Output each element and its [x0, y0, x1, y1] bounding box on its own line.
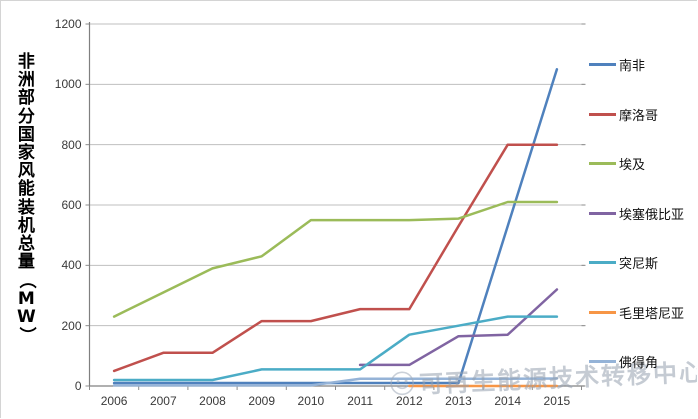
y-axis-title-char: 非	[17, 52, 35, 72]
y-axis-title-char: 装	[17, 197, 35, 218]
series-line-1	[112, 143, 559, 373]
legend-item-3: 埃塞俄比亚	[589, 204, 684, 223]
legend-label-0: 南非	[619, 59, 646, 74]
legend-item-0: 南非	[589, 55, 684, 74]
legend-line-sample-1	[589, 112, 616, 116]
y-tick-label-1200: 1200	[54, 17, 82, 31]
legend-item-1: 摩洛哥	[589, 105, 684, 124]
legend-item-6: 佛得角	[589, 352, 684, 371]
x-tick-label-2011: 2011	[347, 394, 373, 408]
legend-label-6: 佛得角	[619, 356, 659, 371]
x-tick-label-2012: 2012	[395, 394, 423, 408]
legend-item-2: 埃及	[589, 154, 684, 173]
y-axis-title-char: 机	[17, 215, 35, 236]
y-axis-title-char: 风	[17, 161, 35, 182]
legend-label-5: 毛里塔尼亚	[619, 306, 685, 322]
y-tick-label-800: 800	[61, 137, 82, 152]
y-axis-title-char: 家	[17, 143, 35, 164]
legend: 南非摩洛哥埃及埃塞俄比亚突尼斯毛里塔尼亚佛得角	[589, 55, 684, 371]
y-tick-label-0: 0	[74, 379, 82, 393]
y-axis-title-char: 总	[17, 234, 35, 255]
x-tick-label-2008: 2008	[199, 394, 226, 408]
legend-line-sample-0	[589, 63, 616, 66]
y-axis-title: 非洲部分国家风能装机总量（M W）	[16, 52, 36, 344]
y-axis-title-char: 量	[17, 252, 35, 273]
legend-line-sample-3	[589, 211, 616, 215]
y-axis-title-char: 能	[17, 179, 35, 200]
legend-line-sample-5	[589, 310, 616, 314]
series-line-6	[112, 377, 559, 387]
series-line-2	[112, 200, 559, 318]
y-axis-title-char: 部	[17, 88, 35, 109]
y-axis-title-char: W	[17, 306, 36, 327]
legend-label-4: 突尼斯	[619, 257, 659, 272]
x-tick-label-2009: 2009	[248, 394, 276, 408]
legend-item-5: 毛里塔尼亚	[589, 303, 684, 322]
legend-line-sample-2	[589, 162, 616, 165]
legend-item-4: 突尼斯	[589, 253, 684, 272]
x-tick-label-2013: 2013	[445, 394, 472, 408]
legend-line-sample-4	[589, 261, 616, 264]
legend-line-sample-6	[589, 360, 616, 363]
y-tick-label-1000: 1000	[54, 77, 82, 92]
y-axis-title-char: 分	[17, 106, 35, 127]
y-axis-title-char: M	[17, 288, 35, 309]
legend-label-1: 摩洛哥	[619, 108, 659, 124]
y-axis-title-char: 洲	[17, 70, 35, 91]
x-tick-label-2014: 2014	[494, 394, 522, 408]
x-tick-label-2006: 2006	[100, 394, 128, 408]
y-tick-label-200: 200	[61, 318, 82, 333]
legend-label-3: 埃塞俄比亚	[619, 207, 685, 223]
x-tick-label-2015: 2015	[543, 394, 571, 408]
series-line-3	[358, 288, 559, 367]
y-tick-label-400: 400	[61, 258, 82, 273]
y-axis-title-char: 国	[17, 124, 35, 145]
legend-label-2: 埃及	[619, 158, 646, 173]
y-tick-label-600: 600	[61, 198, 82, 212]
series-line-4	[112, 315, 559, 382]
x-tick-label-2007: 2007	[149, 394, 177, 408]
x-tick-label-2010: 2010	[297, 394, 325, 408]
